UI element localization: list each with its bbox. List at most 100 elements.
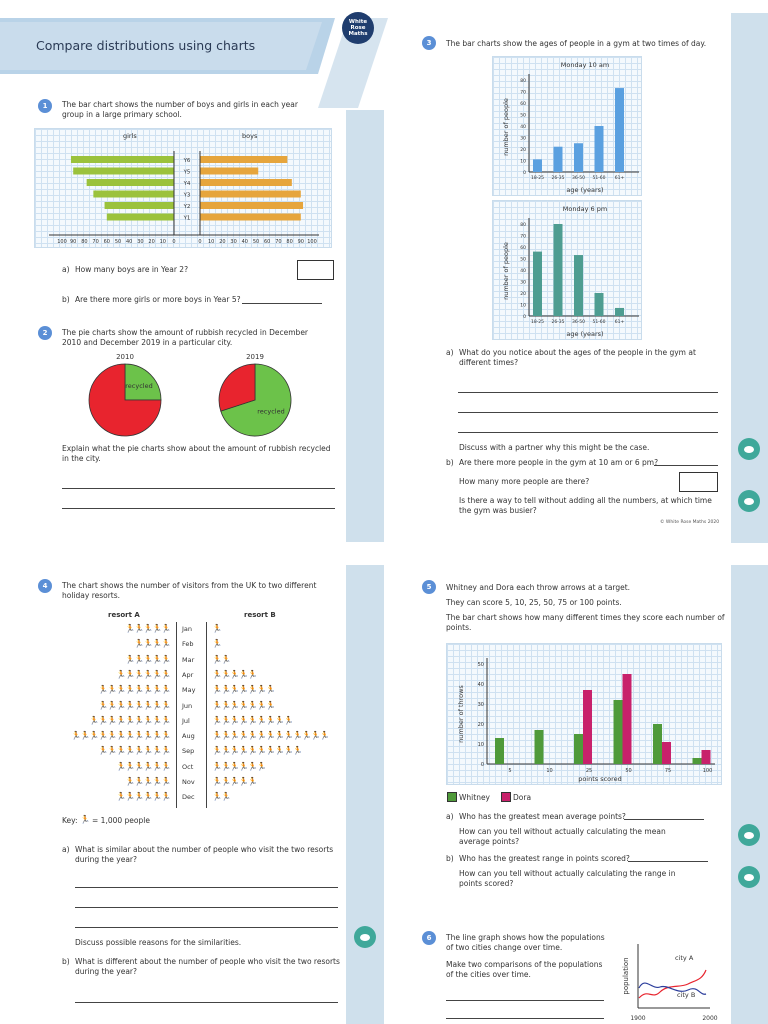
q1-bar-girls-Y6 xyxy=(70,156,174,163)
q3-chart-2-title: Monday 6 pm xyxy=(563,205,607,213)
q5-ytick-2: 20 xyxy=(478,722,484,728)
q6-answer-line-1[interactable] xyxy=(446,1000,604,1001)
q4-resort-b-icons-Dec: 🏃🏃 xyxy=(212,792,231,802)
q3-chart-1-ytick-2: 20 xyxy=(520,147,526,153)
q5-bar-dora-25 xyxy=(583,690,592,764)
q4-col-header-b: resort B xyxy=(244,611,276,619)
q2-answer-line-1[interactable] xyxy=(62,488,335,489)
q1-bar-boys-Y3 xyxy=(200,190,301,198)
q5-intro-2: They can score 5, 10, 25, 50, 75 or 100 … xyxy=(446,598,622,607)
q3-chart-2-xtick-1: 26-35 xyxy=(551,319,564,325)
q3-chart-1-ylabel: number of people xyxy=(502,98,510,156)
q5-xtick-50: 50 xyxy=(625,768,631,774)
q3-chart-2-ytick-4: 40 xyxy=(520,268,526,274)
q1-tick-1: 90 xyxy=(70,239,76,245)
q5-a-text: Who has the greatest mean average points… xyxy=(459,812,626,821)
left-page-side-strip-bottom xyxy=(346,565,384,1024)
q4-col-header-a: resort A xyxy=(108,611,140,619)
q2-intro: The pie charts show the amount of rubbis… xyxy=(62,328,309,347)
q5-b-answer-line[interactable] xyxy=(628,861,708,862)
q5-bar-dora-100 xyxy=(701,750,711,764)
q5-bar-whitney-100 xyxy=(692,758,702,764)
q3-chart-1-xtick-4: 61+ xyxy=(615,175,625,181)
q1-tick-10: 0 xyxy=(172,239,175,245)
q3-chart-1-svg: Monday 10 am 0 10 20 30 40 50 60 70 80 18-25 26-35 3… xyxy=(502,61,639,194)
q6-xtick-0: 1900 xyxy=(630,1015,645,1022)
q5-a-answer-line[interactable] xyxy=(624,819,704,820)
discussion-icon-q5b xyxy=(738,866,760,888)
q1-tick-20: 90 xyxy=(298,239,304,245)
q3-b-answer-box[interactable] xyxy=(679,472,718,492)
q3-a-answer-line-1[interactable] xyxy=(458,392,718,393)
q4-resort-a-icons-Dec: 🏃🏃🏃🏃🏃🏃 xyxy=(116,792,171,802)
q6-answer-line-2[interactable] xyxy=(446,1018,604,1019)
question-number-6: 6 xyxy=(422,931,436,945)
q5-xtick-100: 100 xyxy=(703,768,713,774)
q5-xtick-10: 10 xyxy=(546,768,552,774)
q1-a-answer-box[interactable] xyxy=(297,260,334,280)
q1-tick-0: 100 xyxy=(57,239,67,245)
q4-resort-a-icons-Jul: 🏃🏃🏃🏃🏃🏃🏃🏃🏃 xyxy=(89,715,171,725)
q4-a-answer-line-1[interactable] xyxy=(75,887,338,888)
q3-chart-1-ytick-4: 40 xyxy=(520,124,526,130)
q5-intro-1: Whitney and Dora each throw arrows at a … xyxy=(446,583,631,592)
q4-b-label: b) xyxy=(62,957,70,966)
q3-chart-2-xlabel: age (years) xyxy=(566,330,603,338)
q6-intro-1: The line graph shows how the populations… xyxy=(446,933,605,952)
discussion-icon-q5a xyxy=(738,824,760,846)
q5-ylabel: number of throws xyxy=(457,685,465,743)
q2-pie-0-slice-0 xyxy=(124,363,162,401)
q4-month-Jan: Jan xyxy=(182,625,193,633)
q3-intro: The bar charts show the ages of people i… xyxy=(446,39,707,48)
q3-chart-1-title: Monday 10 am xyxy=(561,61,609,69)
q3-b-answer-line[interactable] xyxy=(654,465,718,466)
q4-resort-a-icons-Oct: 🏃🏃🏃🏃🏃🏃 xyxy=(116,761,171,771)
q4-month-Jun: Jun xyxy=(182,701,193,710)
q1-tick-15: 40 xyxy=(242,239,248,245)
q3-chart-1-xtick-0: 18-25 xyxy=(531,175,544,181)
q1-tick-2: 80 xyxy=(81,239,87,245)
q5-legend-dora: Dora xyxy=(513,793,532,802)
q3-chart-1-ytick-7: 70 xyxy=(520,90,526,96)
q2-answer-line-2[interactable] xyxy=(62,508,335,509)
q3-chart-1-ytick-1: 10 xyxy=(520,159,526,165)
q4-resort-b-icons-May: 🏃🏃🏃🏃🏃🏃🏃 xyxy=(212,685,276,695)
q3-a-answer-line-2[interactable] xyxy=(458,412,718,413)
q1-bar-girls-Y5 xyxy=(73,167,174,175)
q4-resort-b-icons-Jan: 🏃 xyxy=(212,624,222,633)
q5-legend-dora-swatch xyxy=(501,792,511,802)
q3-chart-1-ytick-6: 60 xyxy=(520,101,526,107)
q4-a-answer-line-3[interactable] xyxy=(75,927,338,928)
q1-category-Y5: Y5 xyxy=(183,170,191,176)
q4-discuss: Discuss possible reasons for the similar… xyxy=(75,938,242,947)
q5-xtick-5: 5 xyxy=(508,768,511,774)
q5-b-text2: How can you tell without actually calcul… xyxy=(459,869,676,888)
q4-b-answer-line-1[interactable] xyxy=(75,1002,338,1003)
q1-tick-9: 10 xyxy=(160,239,166,245)
q4-a-answer-line-2[interactable] xyxy=(75,907,338,908)
logo-line-2: Rose xyxy=(350,25,366,31)
q4-a-text: What is similar about the number of peop… xyxy=(75,845,334,864)
q1-b-answer-line[interactable] xyxy=(242,303,322,304)
q3-chart-2-bar-26-35 xyxy=(553,224,563,316)
q4-month-Aug: Aug xyxy=(182,732,195,741)
discussion-icon-q4 xyxy=(354,926,376,948)
q3-a-answer-line-3[interactable] xyxy=(458,432,718,433)
q3-chart-2-bar-61+ xyxy=(615,307,624,316)
q6-label-city-b: city B xyxy=(677,991,695,999)
logo-line-3: Maths xyxy=(348,31,368,37)
q3-chart-1-xtick-2: 36-50 xyxy=(572,175,585,181)
discussion-icon-q3a xyxy=(738,438,760,460)
q4-divider-left xyxy=(176,622,177,808)
q1-tick-18: 70 xyxy=(275,239,281,245)
q4-resort-b-icons-Apr: 🏃🏃🏃🏃🏃 xyxy=(212,669,258,679)
q1-tick-11: 0 xyxy=(198,239,201,245)
q6-line-chart: population 1900 2000 city A city B xyxy=(622,944,718,1022)
q4-divider-right xyxy=(206,622,207,808)
discussion-icon-q3b xyxy=(738,490,760,512)
q5-bar-whitney-25 xyxy=(574,734,583,764)
q3-chart-2-ytick-8: 80 xyxy=(520,222,526,228)
q3-chart-2-ytick-1: 10 xyxy=(520,303,526,309)
q3-chart-1-bar-26-35 xyxy=(553,146,563,172)
q4-resort-a-icons-Feb: 🏃🏃🏃🏃 xyxy=(134,639,171,649)
